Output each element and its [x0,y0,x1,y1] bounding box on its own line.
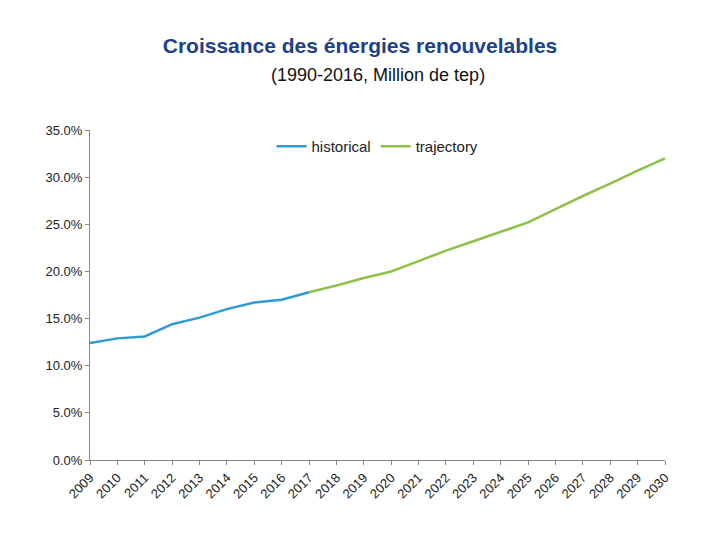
svg-text:2029: 2029 [613,470,644,501]
svg-text:trajectory: trajectory [416,138,478,155]
svg-text:2016: 2016 [257,470,288,501]
svg-text:2017: 2017 [285,470,316,501]
svg-text:2010: 2010 [93,470,124,501]
svg-text:2012: 2012 [148,470,179,501]
svg-text:2026: 2026 [531,470,562,501]
svg-text:2011: 2011 [121,470,151,500]
svg-text:5.0%: 5.0% [53,405,83,420]
svg-text:2009: 2009 [66,470,97,501]
svg-text:2028: 2028 [586,470,617,501]
svg-text:2025: 2025 [504,470,535,501]
svg-text:2030: 2030 [641,470,672,501]
svg-text:2018: 2018 [312,470,343,501]
svg-text:2015: 2015 [230,470,261,501]
svg-text:15.0%: 15.0% [46,311,83,326]
svg-text:2022: 2022 [422,470,453,501]
svg-text:2021: 2021 [394,470,425,501]
svg-text:0.0%: 0.0% [53,453,83,468]
svg-text:2023: 2023 [449,470,480,501]
svg-text:2024: 2024 [476,470,507,501]
svg-text:10.0%: 10.0% [46,358,83,373]
svg-text:35.0%: 35.0% [46,123,83,138]
svg-text:Croissance des énergies renouv: Croissance des énergies renouvelables [163,34,558,57]
svg-text:2019: 2019 [339,470,370,501]
svg-text:2013: 2013 [175,470,206,501]
svg-text:20.0%: 20.0% [46,264,83,279]
svg-text:30.0%: 30.0% [46,170,83,185]
svg-text:2014: 2014 [203,470,234,501]
svg-text:(1990-2016, Million de tep): (1990-2016, Million de tep) [271,65,485,85]
svg-text:25.0%: 25.0% [46,217,83,232]
svg-text:2027: 2027 [559,470,590,501]
svg-text:historical: historical [312,138,371,155]
svg-text:2020: 2020 [367,470,398,501]
